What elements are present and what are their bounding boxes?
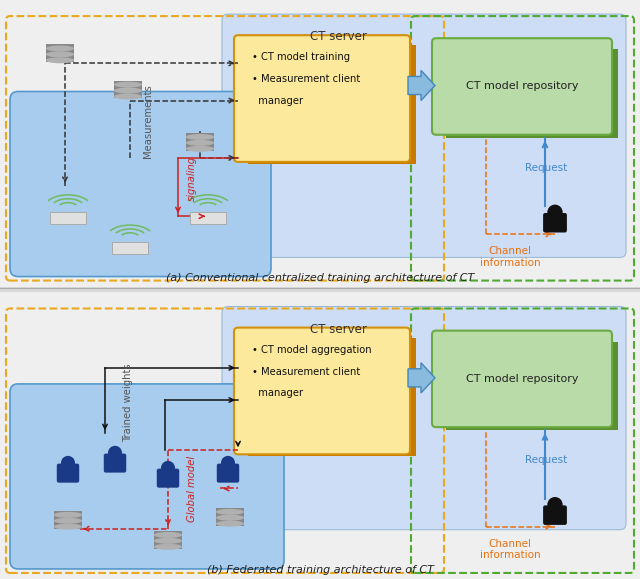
Ellipse shape [216,515,244,521]
Ellipse shape [216,521,244,527]
Text: manager: manager [252,96,303,105]
Bar [112,243,148,254]
Ellipse shape [186,146,214,152]
Ellipse shape [46,52,74,57]
Text: CT server: CT server [310,323,367,336]
Text: CT model repository: CT model repository [466,374,579,384]
Ellipse shape [54,512,82,518]
Text: CT model repository: CT model repository [466,82,579,91]
FancyBboxPatch shape [157,468,179,488]
Bar [54,511,82,529]
Text: Trained weights: Trained weights [123,364,133,442]
Circle shape [161,461,175,475]
Bar [446,49,618,138]
Bar [216,508,244,526]
Text: manager: manager [252,388,303,398]
Text: Measurements: Measurements [143,84,153,157]
Bar [46,45,74,62]
FancyBboxPatch shape [10,91,271,277]
Ellipse shape [54,518,82,524]
Bar [190,212,226,224]
Circle shape [221,456,235,470]
FancyBboxPatch shape [57,464,79,483]
Text: signaling: signaling [187,155,197,200]
Ellipse shape [114,87,142,94]
Text: • Measurement client: • Measurement client [252,75,360,85]
Text: Channel
information: Channel information [480,539,540,560]
Text: (a) Conventional centralized training architecture of CT: (a) Conventional centralized training ar… [166,273,474,283]
FancyBboxPatch shape [432,38,612,135]
FancyBboxPatch shape [234,328,410,455]
Text: • Measurement client: • Measurement client [252,367,360,377]
Circle shape [547,497,563,512]
Bar [114,80,142,98]
Ellipse shape [114,82,142,87]
Bar [50,212,86,224]
Circle shape [61,456,75,470]
Bar [154,531,182,549]
FancyBboxPatch shape [543,213,567,233]
Text: Request: Request [525,455,567,466]
Bar [186,133,214,151]
Bar [446,342,618,430]
Text: CT server: CT server [310,30,367,43]
Text: Channel
information: Channel information [480,247,540,268]
FancyBboxPatch shape [104,453,126,472]
Ellipse shape [186,140,214,146]
Ellipse shape [46,46,74,52]
Ellipse shape [46,57,74,63]
Ellipse shape [216,509,244,515]
FancyBboxPatch shape [222,306,626,530]
Circle shape [108,446,122,460]
Text: Global model: Global model [187,456,197,522]
Bar [248,45,416,164]
Ellipse shape [154,544,182,550]
FancyBboxPatch shape [234,35,410,162]
FancyBboxPatch shape [543,505,567,525]
Ellipse shape [186,134,214,140]
Text: Request: Request [525,163,567,173]
FancyBboxPatch shape [222,14,626,258]
Ellipse shape [54,523,82,530]
Text: • CT model training: • CT model training [252,52,350,63]
Text: • CT model aggregation: • CT model aggregation [252,345,372,355]
Ellipse shape [154,532,182,538]
FancyBboxPatch shape [10,384,284,569]
FancyArrow shape [408,363,435,393]
FancyBboxPatch shape [217,464,239,483]
FancyBboxPatch shape [432,331,612,427]
FancyArrow shape [408,71,435,101]
Text: (b) Federated training architecture of CT: (b) Federated training architecture of C… [207,565,433,575]
Circle shape [547,204,563,220]
Ellipse shape [154,538,182,544]
Ellipse shape [114,93,142,100]
Bar [248,338,416,456]
